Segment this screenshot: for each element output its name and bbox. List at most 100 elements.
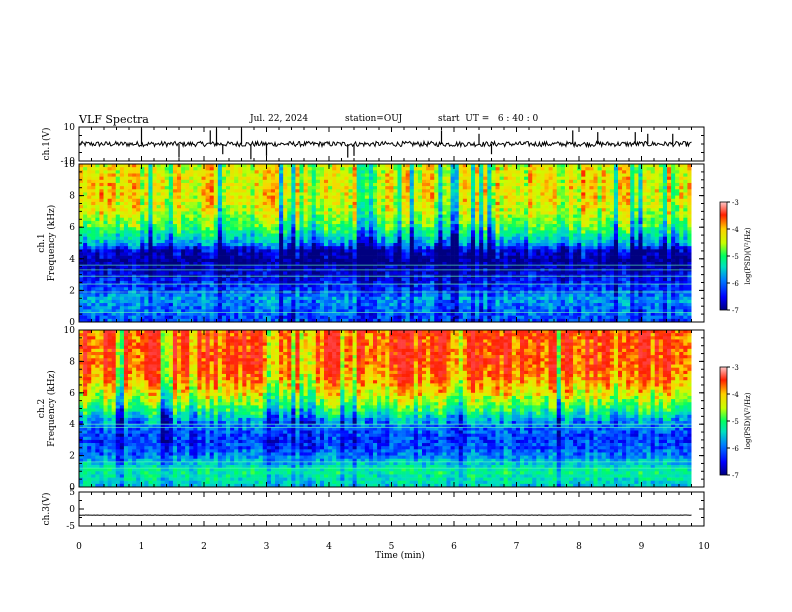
spectrogram-cell [287, 239, 292, 244]
spectrogram-cell [177, 280, 182, 285]
spectrogram-cell [442, 176, 447, 181]
spectrogram-cell [377, 239, 382, 244]
spectrogram-cell [381, 284, 386, 288]
spectrogram-cell [230, 208, 235, 212]
spectrogram-cell [148, 252, 153, 256]
spectrogram-cell [430, 233, 435, 237]
spectrogram-cell [99, 192, 104, 196]
spectrogram-cell [266, 315, 272, 320]
spectrogram-cell [123, 252, 129, 256]
spectrogram-cell [91, 167, 96, 171]
spectrogram-cell [450, 173, 455, 177]
spectrogram-cell [275, 315, 280, 320]
spectrogram-cell [385, 277, 390, 282]
spectrogram-cell [83, 312, 88, 316]
spectrogram-cell [373, 179, 378, 184]
spectrogram-cell [107, 246, 112, 250]
spectrogram-cell [275, 173, 280, 177]
spectrogram-cell [458, 303, 464, 307]
spectrogram-cell [373, 239, 378, 244]
spectrogram-cell [397, 173, 402, 177]
spectrogram-cell [303, 227, 308, 231]
spectrogram-cell [132, 261, 137, 266]
spectrogram-cell [466, 309, 472, 313]
spectrogram-cell [413, 243, 419, 247]
spectrogram-cell [83, 239, 88, 244]
spectrogram-cell [328, 309, 333, 313]
spectrogram-cell [454, 255, 460, 260]
spectrogram-cell [417, 170, 423, 174]
spectrogram-cell [340, 306, 345, 310]
spectrogram-cell [205, 252, 210, 256]
spectrogram-cell [140, 239, 145, 244]
spectrogram-cell [115, 284, 121, 288]
spectrogram-cell [177, 179, 182, 184]
spectrogram-cell [164, 243, 170, 247]
spectrogram-cell [193, 214, 198, 219]
spectrogram-cell [332, 284, 337, 288]
spectrogram-cell [446, 233, 451, 237]
spectrogram-cell [450, 309, 455, 313]
spectrogram-cell [303, 211, 308, 215]
spectrogram-cell [181, 164, 186, 168]
spectrogram-cell [360, 246, 366, 250]
spectrogram-cell [270, 309, 276, 313]
spectrogram-cell [356, 176, 362, 181]
spectrogram-cell [373, 271, 378, 275]
spectrogram-cell [99, 280, 104, 285]
spectrogram-cell [136, 287, 141, 291]
spectrogram-cell [156, 227, 161, 231]
spectrogram-cell [287, 299, 292, 304]
spectrogram-cell [422, 230, 427, 234]
spectrogram-cell [446, 217, 451, 222]
spectrogram-cell [307, 198, 313, 203]
spectrogram-cell [217, 170, 223, 174]
spectrogram-cell [368, 208, 374, 212]
spectrogram-cell [307, 205, 313, 209]
spectrogram-cell [185, 195, 190, 200]
spectrogram-cell [164, 179, 170, 184]
spectrogram-cell [160, 230, 166, 234]
spectrogram-cell [87, 164, 92, 168]
spectrogram-cell [364, 243, 370, 247]
spectrogram-cell [430, 201, 435, 206]
spectrogram-cell [279, 277, 284, 282]
spectrogram-cell [181, 243, 186, 247]
spectrogram-cell [132, 189, 137, 193]
spectrogram-cell [91, 280, 96, 285]
spectrogram-cell [389, 214, 394, 219]
spectrogram-cell [91, 179, 96, 184]
spectrogram-cell [205, 271, 210, 275]
spectrogram-cell [254, 293, 259, 298]
spectrogram-cell [136, 284, 141, 288]
spectrogram-cell [197, 265, 202, 269]
spectrogram-cell [324, 255, 329, 260]
spectrogram-cell [266, 309, 272, 313]
spectrogram-cell [123, 287, 129, 291]
spectrogram-cell [226, 227, 231, 231]
spectrogram-cell [426, 201, 431, 206]
spectrogram-cell [307, 170, 313, 174]
spectrogram-cell [279, 192, 284, 196]
spectrogram-cell [311, 277, 317, 282]
spectrogram-cell [91, 315, 96, 320]
spectrogram-cell [213, 220, 219, 225]
spectrogram-cell [434, 230, 439, 234]
spectrogram-cell [450, 293, 455, 298]
spectrogram-cell [189, 195, 194, 200]
spectrogram-cell [340, 195, 345, 200]
spectrogram-cell [250, 170, 255, 174]
spectrogram-cell [287, 243, 292, 247]
spectrogram-cell [197, 303, 202, 307]
spectrogram-cell [385, 287, 390, 291]
spectrogram-cell [128, 198, 133, 203]
spectrogram-cell [181, 249, 186, 253]
spectrogram-cell [373, 217, 378, 222]
spectrogram-cell [168, 233, 174, 237]
spectrogram-cell [377, 315, 382, 320]
spectrogram-cell [209, 211, 215, 215]
spectrogram-cell [409, 182, 415, 187]
spectrogram-cell [262, 246, 268, 250]
spectrogram-cell [471, 258, 476, 263]
spectrogram-cell [422, 243, 427, 247]
